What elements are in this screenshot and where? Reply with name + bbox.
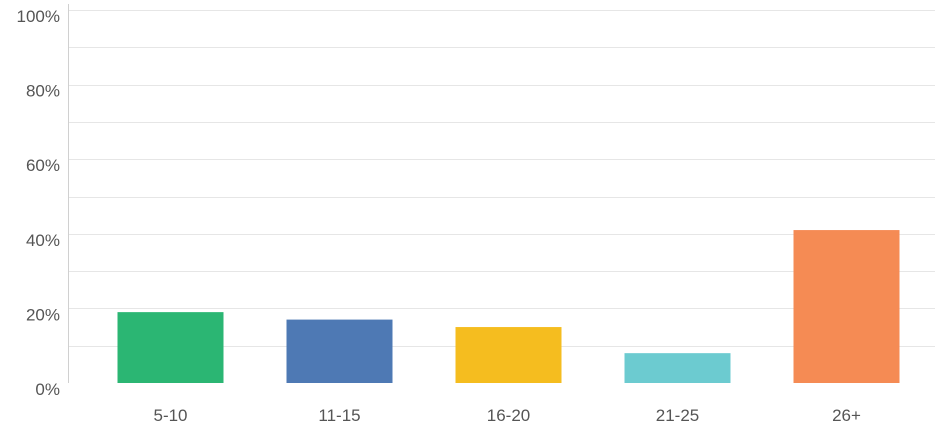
y-tick-label: 60% (26, 156, 60, 175)
y-tick-label: 0% (35, 380, 60, 399)
x-tick-label: 5-10 (153, 406, 187, 425)
x-tick-label: 21-25 (656, 406, 699, 425)
x-tick-label: 11-15 (318, 406, 360, 425)
x-tick-label: 16-20 (487, 406, 530, 425)
x-axis-ticks: 5-10 11-15 16-20 21-25 26+ (153, 406, 861, 425)
x-tick-label: 26+ (832, 406, 861, 425)
bar (117, 312, 224, 383)
y-tick-label: 40% (26, 231, 60, 250)
bar (286, 319, 393, 383)
bar (624, 353, 731, 383)
bar (793, 230, 900, 383)
bars (117, 230, 900, 383)
y-tick-label: 80% (26, 82, 60, 101)
y-tick-label: 100% (17, 7, 60, 26)
bar (455, 327, 562, 383)
y-tick-label: 20% (26, 305, 60, 324)
y-axis-ticks: 0% 20% 40% 60% 80% 100% (17, 7, 60, 399)
